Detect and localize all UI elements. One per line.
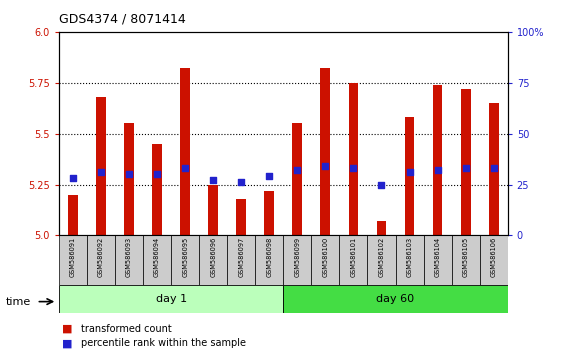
Text: GSM586098: GSM586098	[266, 237, 272, 277]
FancyBboxPatch shape	[59, 235, 87, 285]
Point	[237, 180, 246, 185]
Point	[405, 170, 414, 175]
FancyBboxPatch shape	[171, 235, 199, 285]
Text: ■: ■	[62, 338, 72, 348]
FancyBboxPatch shape	[396, 235, 424, 285]
Text: GSM586105: GSM586105	[463, 237, 468, 277]
Point	[461, 165, 470, 171]
Text: GSM586100: GSM586100	[323, 237, 328, 277]
Point	[321, 163, 330, 169]
FancyBboxPatch shape	[227, 235, 255, 285]
Point	[489, 165, 498, 171]
Bar	[208, 184, 218, 235]
Text: time: time	[6, 297, 31, 307]
Bar	[461, 89, 471, 235]
FancyBboxPatch shape	[311, 235, 339, 285]
FancyBboxPatch shape	[367, 235, 396, 285]
Point	[349, 165, 358, 171]
Text: GSM586101: GSM586101	[351, 237, 356, 277]
Text: GSM586102: GSM586102	[379, 237, 384, 277]
Point	[209, 178, 218, 183]
Point	[181, 165, 190, 171]
FancyBboxPatch shape	[452, 235, 480, 285]
FancyBboxPatch shape	[283, 285, 508, 313]
Text: GSM586094: GSM586094	[154, 237, 160, 277]
Bar	[180, 68, 190, 235]
FancyBboxPatch shape	[199, 235, 227, 285]
Text: GSM586106: GSM586106	[491, 237, 496, 277]
Bar	[96, 97, 106, 235]
Bar	[292, 124, 302, 235]
Bar	[348, 83, 358, 235]
Bar	[489, 103, 499, 235]
Bar	[264, 190, 274, 235]
Point	[433, 167, 442, 173]
Bar	[404, 117, 415, 235]
Bar	[152, 144, 162, 235]
Text: GSM586095: GSM586095	[182, 237, 188, 277]
Bar	[68, 195, 78, 235]
Text: transformed count: transformed count	[81, 324, 172, 333]
FancyBboxPatch shape	[283, 235, 311, 285]
Text: ■: ■	[62, 324, 72, 333]
Text: GSM586099: GSM586099	[295, 237, 300, 277]
Text: GDS4374 / 8071414: GDS4374 / 8071414	[59, 12, 186, 25]
Text: GSM586104: GSM586104	[435, 237, 440, 277]
Bar	[376, 221, 387, 235]
Point	[377, 182, 386, 187]
Point	[125, 172, 134, 177]
FancyBboxPatch shape	[59, 285, 283, 313]
Bar	[320, 68, 330, 235]
Text: day 60: day 60	[376, 294, 415, 304]
FancyBboxPatch shape	[255, 235, 283, 285]
Bar	[124, 124, 134, 235]
Text: GSM586097: GSM586097	[238, 237, 244, 277]
FancyBboxPatch shape	[87, 235, 115, 285]
Point	[265, 173, 274, 179]
Text: GSM586091: GSM586091	[70, 237, 76, 277]
Bar	[236, 199, 246, 235]
Point	[96, 170, 105, 175]
Bar	[433, 85, 443, 235]
Text: GSM586103: GSM586103	[407, 237, 412, 277]
FancyBboxPatch shape	[339, 235, 367, 285]
Text: GSM586096: GSM586096	[210, 237, 216, 277]
Text: percentile rank within the sample: percentile rank within the sample	[81, 338, 246, 348]
Text: GSM586093: GSM586093	[126, 237, 132, 277]
Point	[293, 167, 302, 173]
Text: GSM586092: GSM586092	[98, 237, 104, 277]
FancyBboxPatch shape	[424, 235, 452, 285]
FancyBboxPatch shape	[480, 235, 508, 285]
FancyBboxPatch shape	[143, 235, 171, 285]
Point	[153, 172, 162, 177]
Text: day 1: day 1	[155, 294, 187, 304]
Point	[68, 176, 77, 181]
FancyBboxPatch shape	[115, 235, 143, 285]
